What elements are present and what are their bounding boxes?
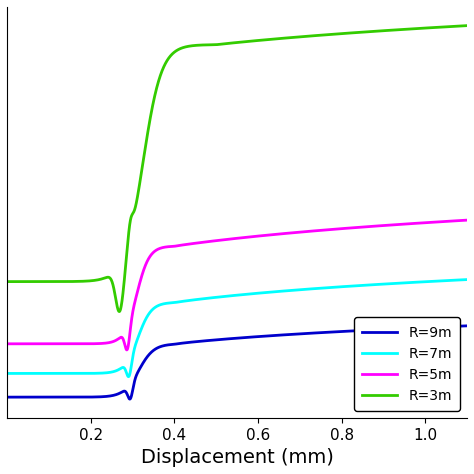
R=3m xyxy=(56,279,62,284)
R=9m xyxy=(127,396,133,402)
R=7m xyxy=(84,371,90,376)
R=7m xyxy=(406,280,411,285)
R=5m xyxy=(464,217,470,223)
R=3m xyxy=(84,278,90,284)
Line: R=3m: R=3m xyxy=(7,26,467,311)
R=5m xyxy=(201,239,206,245)
R=7m xyxy=(56,371,62,376)
R=3m xyxy=(4,279,10,284)
R=9m xyxy=(181,340,186,346)
Legend: R=9m, R=7m, R=5m, R=3m: R=9m, R=7m, R=5m, R=3m xyxy=(354,317,460,411)
R=7m xyxy=(201,296,206,301)
R=5m xyxy=(181,242,186,248)
R=5m xyxy=(56,341,62,346)
Line: R=7m: R=7m xyxy=(7,280,467,377)
R=7m xyxy=(181,298,186,304)
R=5m xyxy=(4,341,10,346)
R=9m xyxy=(56,394,62,400)
R=3m xyxy=(464,23,470,28)
Line: R=5m: R=5m xyxy=(7,220,467,350)
R=3m xyxy=(406,26,411,32)
R=3m xyxy=(117,309,122,314)
R=5m xyxy=(84,341,90,346)
R=9m xyxy=(464,323,470,328)
R=9m xyxy=(84,394,90,400)
Line: R=9m: R=9m xyxy=(7,326,467,399)
R=5m xyxy=(456,218,461,224)
R=3m xyxy=(201,42,206,48)
X-axis label: Displacement (mm): Displacement (mm) xyxy=(141,448,333,467)
R=7m xyxy=(4,371,10,376)
R=9m xyxy=(406,326,411,331)
R=3m xyxy=(456,23,461,29)
R=3m xyxy=(181,45,186,50)
R=5m xyxy=(406,221,411,227)
R=7m xyxy=(126,374,131,380)
R=9m xyxy=(456,323,461,329)
R=7m xyxy=(464,277,470,283)
R=9m xyxy=(201,338,206,344)
R=7m xyxy=(456,277,461,283)
R=9m xyxy=(4,394,10,400)
R=5m xyxy=(124,347,129,353)
